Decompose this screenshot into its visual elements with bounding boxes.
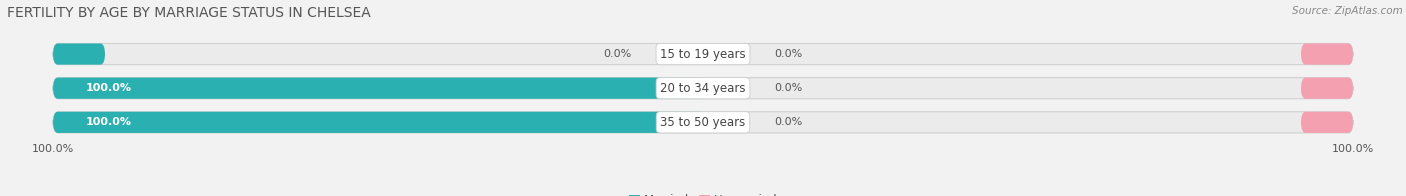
FancyBboxPatch shape xyxy=(1301,44,1353,65)
Text: 15 to 19 years: 15 to 19 years xyxy=(661,48,745,61)
Text: 100.0%: 100.0% xyxy=(86,83,132,93)
FancyBboxPatch shape xyxy=(53,44,105,65)
FancyBboxPatch shape xyxy=(53,78,703,99)
FancyBboxPatch shape xyxy=(53,78,1353,99)
FancyBboxPatch shape xyxy=(1301,112,1353,133)
FancyBboxPatch shape xyxy=(1301,78,1353,99)
Text: 20 to 34 years: 20 to 34 years xyxy=(661,82,745,95)
Text: 0.0%: 0.0% xyxy=(603,49,631,59)
Text: 35 to 50 years: 35 to 50 years xyxy=(661,116,745,129)
FancyBboxPatch shape xyxy=(53,44,1353,65)
Text: FERTILITY BY AGE BY MARRIAGE STATUS IN CHELSEA: FERTILITY BY AGE BY MARRIAGE STATUS IN C… xyxy=(7,6,371,20)
Text: 100.0%: 100.0% xyxy=(86,117,132,127)
Text: Source: ZipAtlas.com: Source: ZipAtlas.com xyxy=(1292,6,1403,16)
Text: 0.0%: 0.0% xyxy=(775,83,803,93)
Legend: Married, Unmarried: Married, Unmarried xyxy=(624,189,782,196)
Text: 0.0%: 0.0% xyxy=(775,49,803,59)
FancyBboxPatch shape xyxy=(53,112,1353,133)
Text: 0.0%: 0.0% xyxy=(775,117,803,127)
FancyBboxPatch shape xyxy=(53,112,703,133)
